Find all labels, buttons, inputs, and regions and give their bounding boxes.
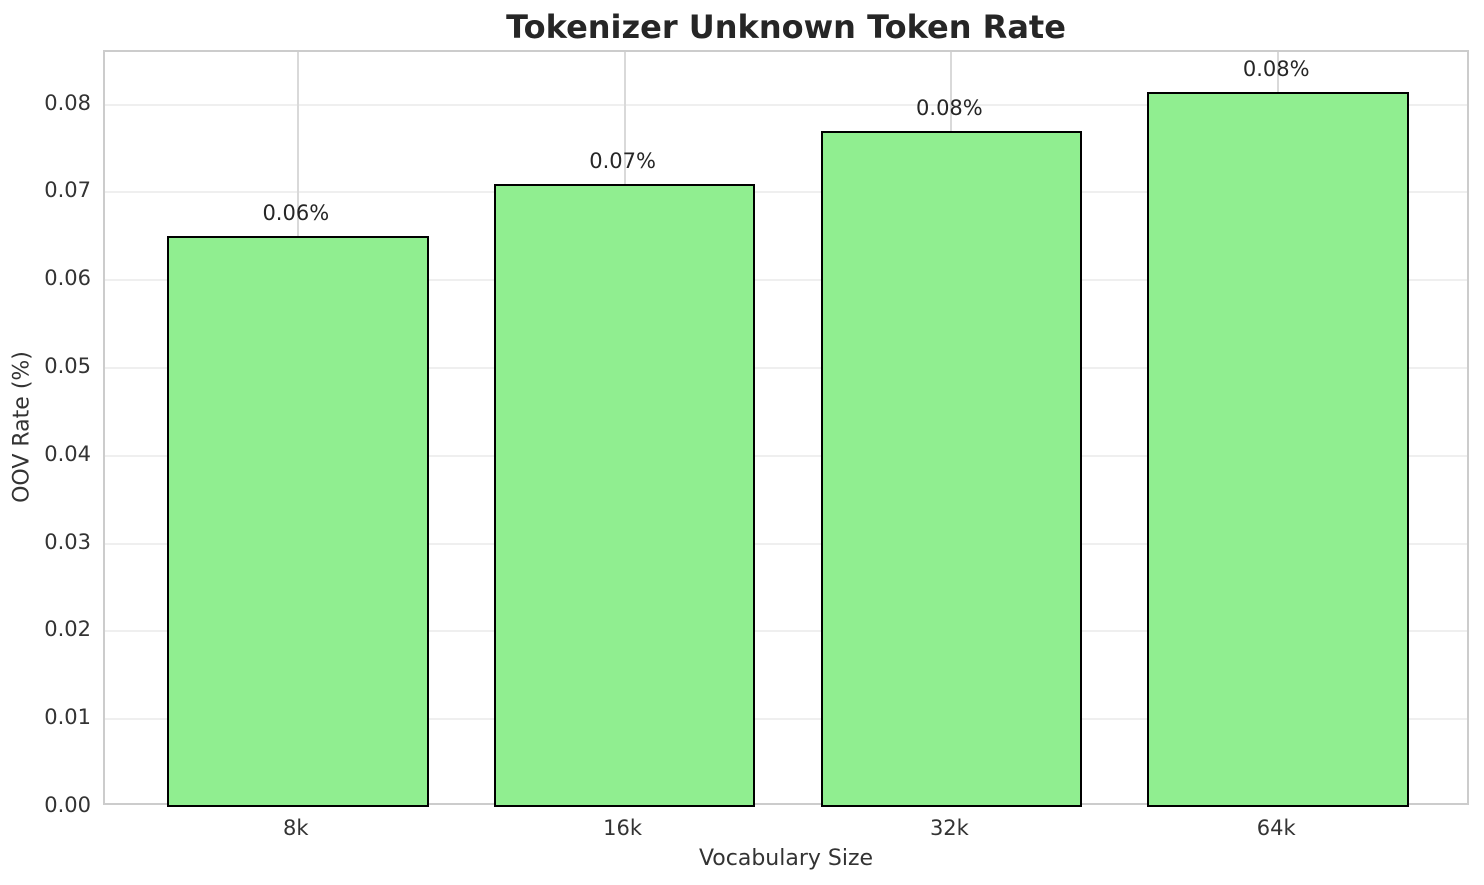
h-gridline xyxy=(105,279,1467,282)
bar-value-label: 0.08% xyxy=(916,96,983,120)
bar-64k xyxy=(1147,91,1409,807)
h-gridline xyxy=(105,103,1467,106)
y-tick-label: 0.02 xyxy=(44,617,91,642)
h-gridline xyxy=(105,191,1467,194)
h-gridline xyxy=(105,718,1467,721)
y-axis-label: OOV Rate (%) xyxy=(9,351,35,503)
plot-area xyxy=(103,50,1469,807)
bar-32k xyxy=(820,131,1083,807)
bar-value-label: 0.08% xyxy=(1242,56,1310,81)
h-gridline xyxy=(105,454,1467,457)
x-tick-label: 8k xyxy=(283,816,309,840)
y-tick-label: 0.07 xyxy=(44,178,91,203)
x-axis-label: Vocabulary Size xyxy=(698,846,874,871)
y-tick-label: 0.05 xyxy=(44,354,91,379)
y-tick-label: 0.06 xyxy=(44,266,91,291)
x-tick-label: 64k xyxy=(1256,816,1296,840)
chart-title: Tokenizer Unknown Token Rate xyxy=(506,8,1066,46)
y-tick-label: 0.00 xyxy=(44,793,91,817)
y-tick-label: 0.08 xyxy=(44,90,91,115)
y-tick-label: 0.04 xyxy=(44,441,91,466)
x-tick-label: 32k xyxy=(929,816,969,840)
h-gridline xyxy=(105,367,1467,370)
h-gridline xyxy=(105,542,1467,545)
x-tick-label: 16k xyxy=(603,816,643,840)
bar-value-label: 0.06% xyxy=(262,201,330,226)
h-gridline xyxy=(105,630,1467,633)
y-tick-label: 0.03 xyxy=(44,529,91,554)
bar-16k xyxy=(493,183,756,807)
bar-8k xyxy=(167,236,429,807)
bar-value-label: 0.07% xyxy=(589,148,656,173)
y-tick-label: 0.01 xyxy=(44,705,91,730)
